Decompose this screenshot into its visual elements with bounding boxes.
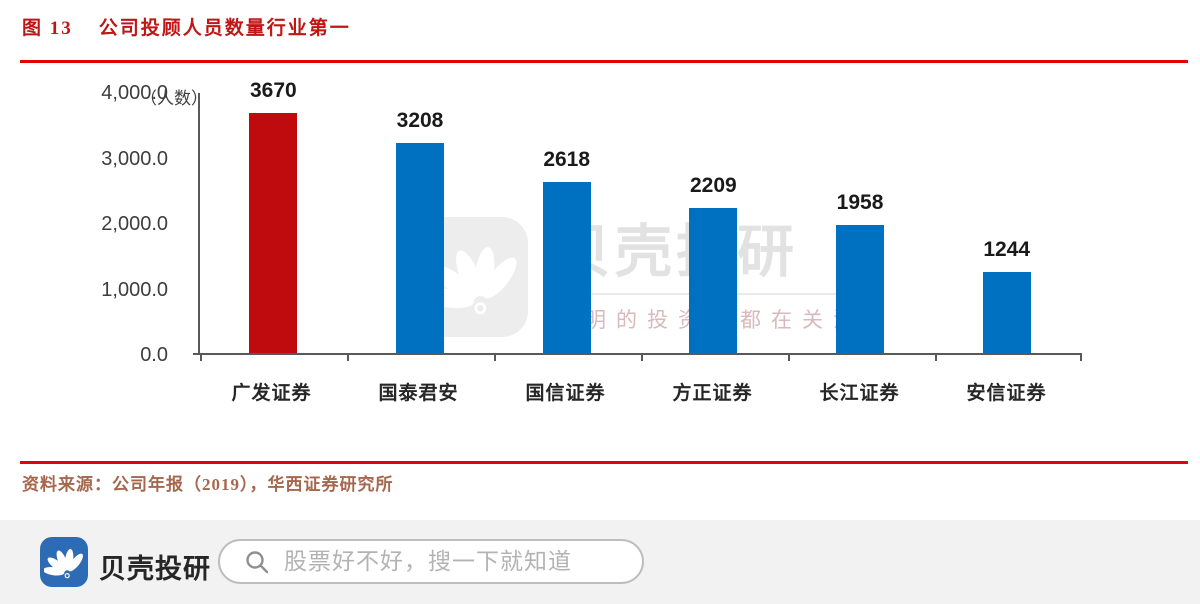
bar-安信证券 (982, 272, 1031, 353)
x-axis-label: 国泰君安 (378, 383, 459, 404)
bar-slot: 3208 (347, 93, 494, 353)
top-divider-line (20, 60, 1188, 63)
x-axis-label: 安信证券 (966, 383, 1047, 404)
bar-国信证券 (542, 182, 591, 353)
bar-value-label: 2618 (543, 148, 591, 171)
x-axis-label: 方正证券 (672, 383, 753, 404)
x-axis-tick (1080, 353, 1082, 361)
bar-广发证券 (249, 113, 298, 353)
shell-fan-icon (44, 549, 83, 579)
bar-国泰君安 (396, 143, 444, 353)
x-axis-label: 国信证券 (525, 383, 606, 404)
x-axis-tick (347, 353, 349, 361)
bottom-divider-line (20, 461, 1188, 464)
search-box[interactable] (218, 539, 644, 584)
bar-value-label: 3208 (396, 109, 444, 132)
y-axis-tick-label: 0.0 (140, 344, 168, 366)
bar-chart-plot-area: 3670 3208 2618 2209 1958 1244 (193, 79, 1082, 361)
bar-slot: 3670 (200, 79, 347, 353)
bar-slot: 2618 (493, 93, 640, 353)
figure-number: 图 13 (22, 18, 73, 39)
bar-slot: 1958 (787, 93, 934, 353)
x-axis-label: 广发证券 (231, 383, 312, 404)
bar-slot: 1244 (933, 93, 1080, 353)
bar-slot: 2209 (640, 93, 787, 353)
app-brand-name[interactable]: 贝壳投研 (99, 554, 211, 584)
y-axis-tick-label: 1,000.0 (101, 278, 168, 301)
x-axis-tick (494, 353, 496, 361)
figure-title-row: 图 13 公司投顾人员数量行业第一 (22, 13, 351, 40)
app-footer-bar: 贝壳投研 (0, 520, 1200, 604)
bar-长江证券 (836, 225, 885, 353)
shell-fan-icon (426, 247, 517, 315)
x-axis-tick (788, 353, 790, 361)
figure-title: 公司投顾人员数量行业第一 (98, 18, 351, 39)
y-axis-zero-tick (193, 353, 200, 355)
bar-方正证券 (689, 208, 738, 353)
x-axis-label: 长江证券 (819, 383, 900, 404)
x-axis-tick (935, 353, 937, 361)
y-axis-tick-label: 4,000.0 (101, 82, 168, 104)
x-axis-tick (200, 353, 202, 361)
bar-series: 3670 3208 2618 2209 1958 1244 (200, 79, 1080, 353)
x-axis-category-labels: 广发证券 国泰君安 国信证券 方正证券 长江证券 安信证券 (198, 378, 1080, 405)
app-logo[interactable] (40, 537, 88, 587)
watermark-brand-text: 贝壳投研 (554, 220, 798, 284)
y-axis-tick-label: 3,000.0 (101, 147, 168, 170)
search-icon (246, 550, 269, 573)
search-input[interactable] (284, 548, 624, 575)
y-axis-tick-label: 2,000.0 (101, 213, 168, 235)
bar-value-label: 1958 (836, 191, 884, 214)
source-note: 资料来源：公司年报（2019），华西证券研究所 (22, 475, 394, 494)
bar-value-label: 2209 (689, 174, 737, 197)
bar-value-label: 1244 (983, 238, 1031, 261)
bar-value-label: 3670 (249, 79, 297, 102)
y-axis-title: （人数） (140, 89, 208, 108)
x-axis-tick (641, 353, 643, 361)
